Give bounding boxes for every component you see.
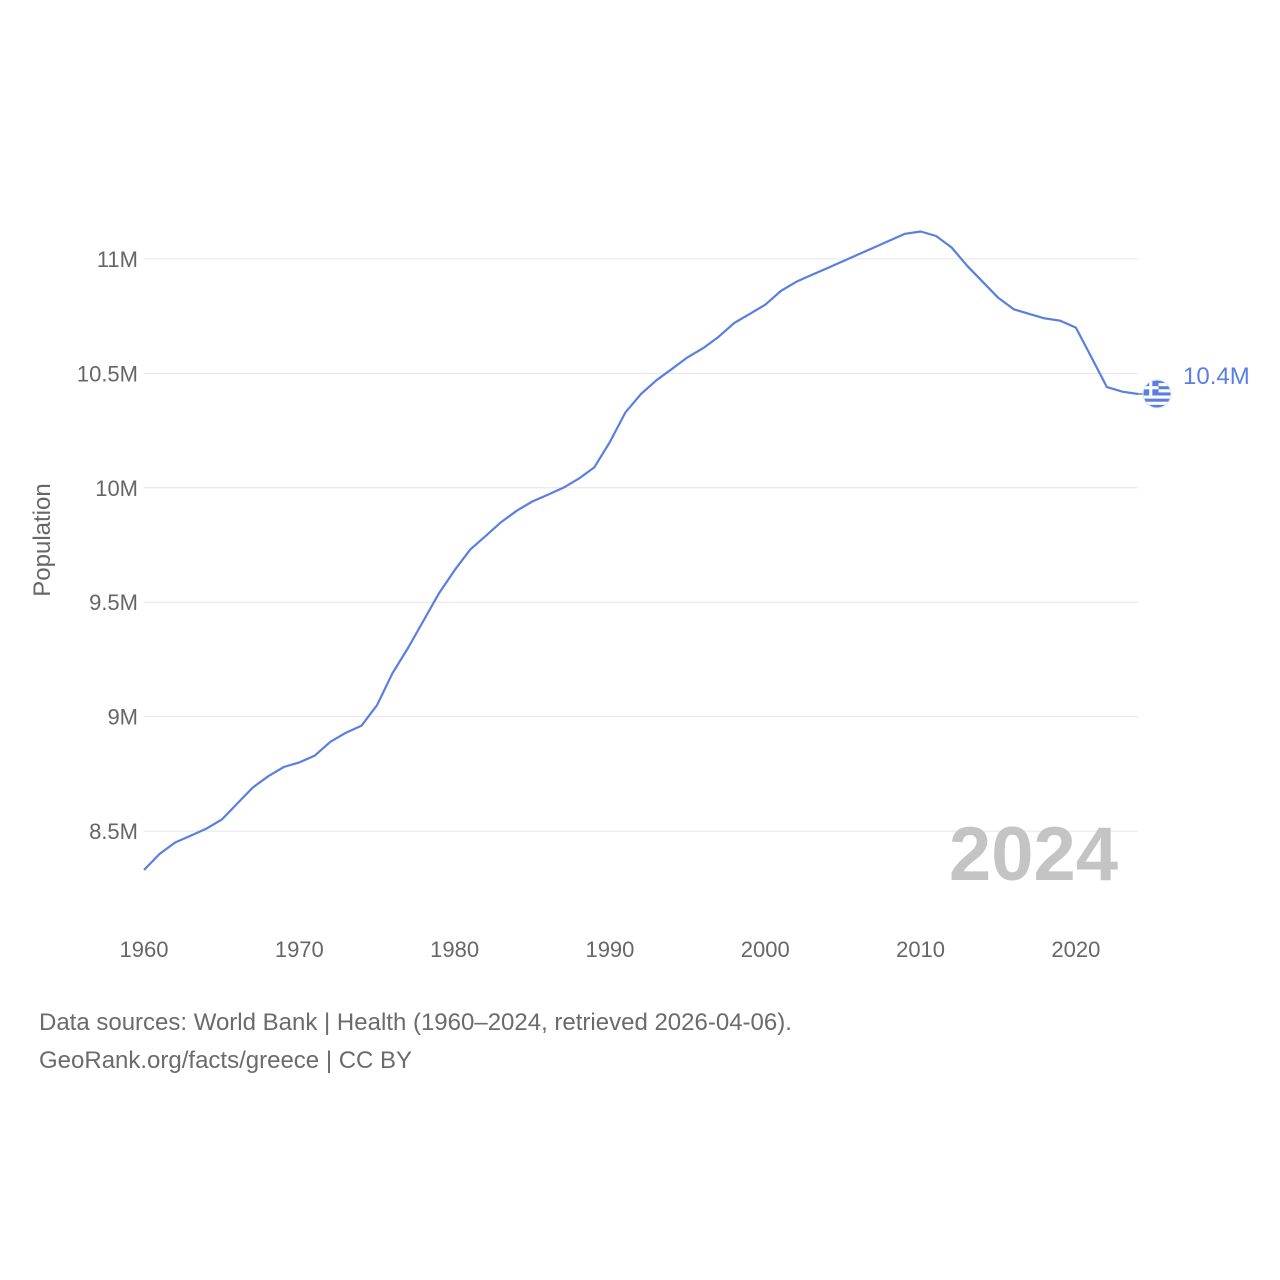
x-tick-label: 1960 [120,937,169,962]
x-tick-label: 2010 [896,937,945,962]
population-chart: 8.5M 9M 9.5M 10M 10.5M 11M 1960 1970 1980 1990 20… [29,230,1250,962]
y-axis-ticks: 8.5M 9M 9.5M 10M 10.5M 11M [77,247,138,844]
gridlines [144,258,1138,832]
end-value-label: 10.4M [1183,363,1250,390]
y-axis-label: Population [29,483,56,596]
y-tick-label: 10.5M [77,361,138,386]
x-tick-label: 1970 [275,937,324,962]
y-tick-label: 10M [95,476,138,501]
attribution-link[interactable]: GeoRank.org/facts/greece | CC BY [39,1047,413,1074]
x-tick-label: 2000 [741,937,790,962]
x-tick-label: 1990 [585,937,634,962]
y-tick-label: 11M [97,247,138,272]
x-tick-label: 1980 [430,937,479,962]
x-tick-label: 2020 [1051,937,1100,962]
footer: Data sources: World Bank | Health (1960–… [39,1004,792,1080]
series-line [143,230,1139,871]
y-tick-label: 9M [107,705,138,730]
y-tick-label: 8.5M [89,819,138,844]
year-watermark: 2024 [949,812,1118,897]
y-tick-label: 9.5M [89,590,138,615]
x-axis-ticks: 1960 1970 1980 1990 2000 2010 2020 [120,937,1101,962]
data-source-note: Data sources: World Bank | Health (1960–… [39,1009,792,1036]
series-layer [143,230,1150,871]
greece-flag-icon [1142,379,1172,409]
